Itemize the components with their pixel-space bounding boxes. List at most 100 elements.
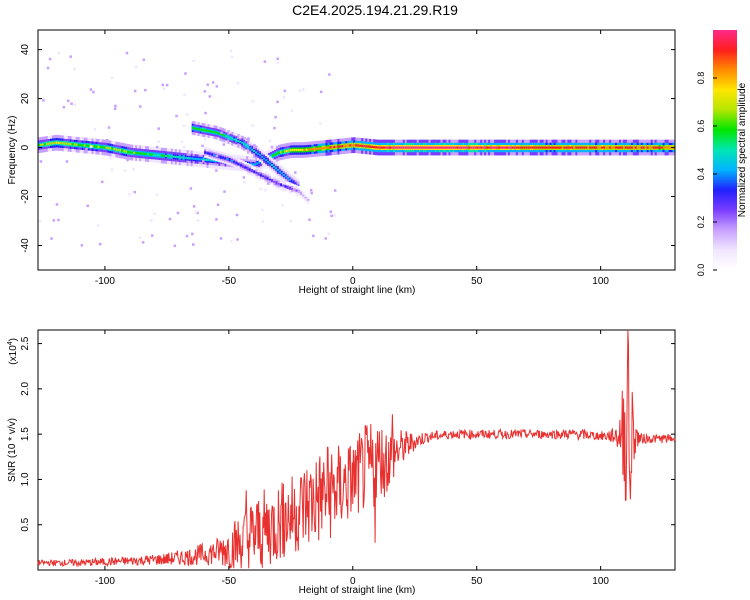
heatmap-speckle bbox=[268, 139, 272, 143]
heatmap-cell-main bbox=[577, 146, 580, 149]
y-tick-label: 20 bbox=[20, 93, 31, 105]
heatmap-cell-main bbox=[333, 145, 336, 149]
heatmap-cell-branch bbox=[249, 147, 252, 150]
heatmap-speckle bbox=[65, 160, 69, 163]
heatmap-speckle bbox=[204, 111, 207, 115]
heatmap-cell-main bbox=[539, 146, 543, 149]
heatmap-cell-main bbox=[325, 146, 329, 149]
snr-y-ticks: 0.5 1.0 1.5 2.0 2.5 bbox=[20, 336, 675, 532]
colorbar-tick-label: 0.4 bbox=[696, 168, 706, 181]
heatmap-cell-main bbox=[394, 146, 398, 149]
heatmap-speckle bbox=[96, 224, 100, 227]
heatmap-cell-main bbox=[127, 150, 130, 154]
heatmap-cell-main bbox=[553, 146, 557, 149]
heatmap-speckle bbox=[62, 105, 66, 109]
heatmap-cell-main bbox=[59, 142, 63, 145]
heatmap-cell-lower bbox=[248, 168, 252, 171]
heatmap-cells bbox=[38, 49, 676, 248]
heatmap-cell-main bbox=[523, 146, 527, 149]
heatmap-cell-main bbox=[644, 146, 648, 149]
x-tick-label: -100 bbox=[95, 576, 115, 587]
heatmap-cell-main bbox=[410, 146, 414, 149]
y-tick-label: 1.5 bbox=[20, 427, 31, 441]
heatmap-speckle bbox=[329, 210, 332, 213]
heatmap-cell-main bbox=[95, 145, 99, 148]
heatmap-cell-branch bbox=[209, 130, 213, 133]
heatmap-speckle bbox=[182, 146, 186, 149]
heatmap-speckle bbox=[273, 126, 276, 130]
heatmap-speckle bbox=[242, 176, 246, 179]
heatmap-cell-main bbox=[170, 155, 174, 158]
heatmap-cell-lower bbox=[266, 177, 270, 180]
heatmap-cell-branch bbox=[191, 127, 195, 129]
heatmap-cell-main bbox=[159, 154, 162, 157]
heatmap-cell-main bbox=[621, 146, 624, 149]
colorbar-tick-label: 0.6 bbox=[696, 120, 706, 133]
heatmap-cell-main bbox=[75, 143, 79, 146]
heatmap-speckle bbox=[150, 219, 153, 222]
heatmap-cell-branch bbox=[221, 133, 224, 136]
heatmap-speckle bbox=[133, 190, 136, 194]
heatmap-cell-main bbox=[160, 154, 164, 157]
heatmap-cell-branch bbox=[205, 129, 209, 132]
heatmap-cell-main bbox=[555, 146, 559, 149]
heatmap-cell-main bbox=[383, 146, 386, 149]
heatmap-cell-main bbox=[91, 145, 95, 148]
heatmap-speckle bbox=[73, 67, 76, 71]
heatmap-cell-main bbox=[172, 155, 176, 158]
heatmap-cell-lower bbox=[271, 179, 274, 182]
heatmap-cell-main bbox=[636, 146, 640, 149]
heatmap-cell-main bbox=[188, 157, 192, 160]
heatmap-speckle bbox=[135, 65, 138, 69]
heatmap-cell-main bbox=[297, 148, 301, 152]
heatmap-cell-main bbox=[664, 146, 668, 149]
heatmap-cell-main bbox=[509, 146, 513, 149]
heatmap-speckle bbox=[330, 214, 333, 218]
heatmap-cell-main bbox=[97, 145, 101, 148]
heatmap-cell-main bbox=[289, 149, 293, 152]
heatmap-cell-main bbox=[293, 148, 297, 152]
heatmap-cell-main bbox=[422, 146, 426, 149]
heatmap-cell-main bbox=[482, 146, 485, 149]
heatmap-speckle bbox=[128, 193, 131, 196]
heatmap-speckle bbox=[101, 180, 104, 184]
heatmap-cell-main bbox=[591, 146, 594, 149]
heatmap-cell-main bbox=[458, 146, 461, 149]
heatmap-cell-main bbox=[272, 154, 275, 157]
heatmap-speckle bbox=[290, 109, 293, 112]
y-tick-label: -40 bbox=[20, 238, 31, 253]
heatmap-cell-main bbox=[387, 146, 390, 149]
heatmap-cell-lower bbox=[250, 169, 254, 172]
heatmap-cell-main bbox=[327, 146, 331, 149]
heatmap-cell-main bbox=[200, 158, 204, 161]
heatmap-cell-lower bbox=[264, 176, 268, 179]
spectrogram-frame bbox=[37, 29, 676, 271]
heatmap-speckle bbox=[204, 138, 207, 141]
heatmap-speckle bbox=[251, 124, 254, 127]
heatmap-cell-main bbox=[363, 145, 366, 148]
heatmap-speckle bbox=[276, 57, 279, 60]
heatmap-cell-branch bbox=[213, 131, 217, 134]
heatmap-cell-main bbox=[648, 146, 652, 149]
heatmap-speckle bbox=[69, 55, 72, 58]
heatmap-speckle bbox=[202, 159, 205, 163]
heatmap-speckle bbox=[216, 203, 220, 206]
heatmap-cell-main bbox=[274, 153, 277, 156]
heatmap-cell-main bbox=[500, 146, 503, 149]
heatmap-cell-lower bbox=[237, 163, 241, 165]
heatmap-cell-lower bbox=[259, 174, 263, 176]
heatmap-cell-main bbox=[575, 146, 578, 149]
heatmap-speckle bbox=[42, 99, 45, 102]
heatmap-cell-lower bbox=[235, 162, 239, 164]
heatmap-cell-main bbox=[210, 159, 214, 162]
heatmap-cell-branch bbox=[201, 129, 205, 131]
heatmap-cell-main bbox=[513, 146, 517, 149]
snr-scale-label: (x104) bbox=[7, 338, 19, 365]
snr-scale-close: ) bbox=[8, 338, 19, 341]
heatmap-cell-lower bbox=[306, 199, 310, 201]
spectrogram-x-ticks: -100 -50 0 50 100 bbox=[95, 30, 609, 287]
heatmap-cell-main bbox=[49, 142, 53, 145]
heatmap-cell-branch bbox=[259, 154, 262, 157]
heatmap-speckle bbox=[261, 220, 265, 223]
heatmap-speckle bbox=[185, 113, 189, 116]
